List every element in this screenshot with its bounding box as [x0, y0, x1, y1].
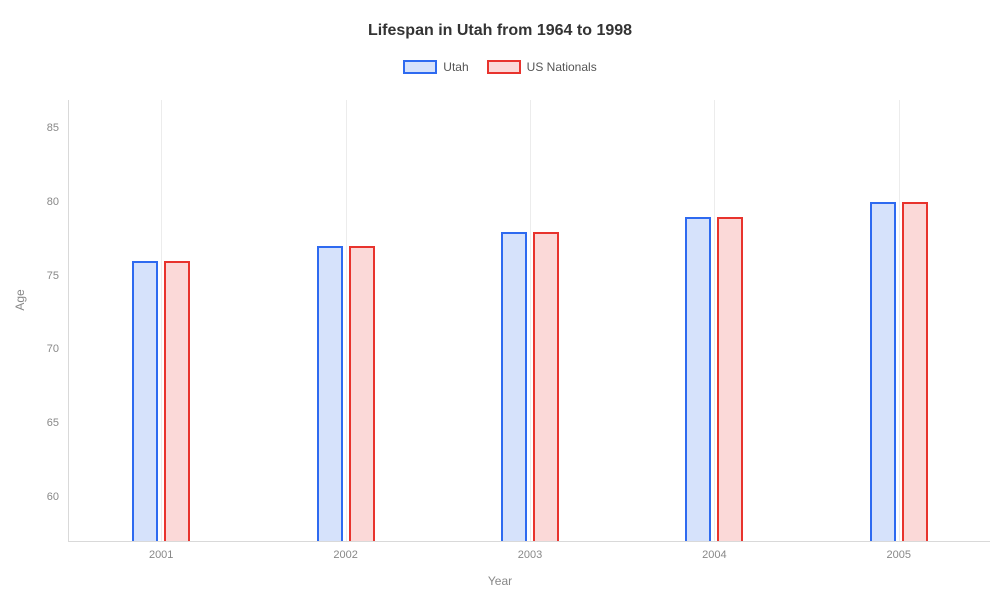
y-tick-label: 85	[47, 122, 69, 134]
bar	[685, 217, 711, 541]
bar	[717, 217, 743, 541]
legend: Utah US Nationals	[0, 40, 1000, 74]
plot-area: 60657075808520012002200320042005	[68, 100, 990, 542]
y-axis-label: Age	[13, 289, 27, 310]
legend-label-utah: Utah	[443, 60, 468, 74]
legend-label-us-nationals: US Nationals	[527, 60, 597, 74]
y-tick-label: 60	[47, 491, 69, 503]
x-axis-label: Year	[488, 574, 512, 588]
bar	[164, 261, 190, 541]
legend-swatch-us-nationals	[487, 60, 521, 74]
vertical-gridline	[161, 100, 162, 541]
bar	[902, 202, 928, 541]
vertical-gridline	[346, 100, 347, 541]
y-tick-label: 70	[47, 343, 69, 355]
vertical-gridline	[530, 100, 531, 541]
bar	[533, 232, 559, 541]
y-tick-label: 65	[47, 417, 69, 429]
x-tick-label: 2004	[702, 541, 726, 561]
vertical-gridline	[899, 100, 900, 541]
y-tick-label: 80	[47, 196, 69, 208]
bar	[870, 202, 896, 541]
chart-container: Lifespan in Utah from 1964 to 1998 Utah …	[0, 0, 1000, 600]
chart-title: Lifespan in Utah from 1964 to 1998	[0, 0, 1000, 40]
vertical-gridline	[714, 100, 715, 541]
bar	[132, 261, 158, 541]
legend-swatch-utah	[403, 60, 437, 74]
x-tick-label: 2002	[333, 541, 357, 561]
legend-item-us-nationals: US Nationals	[487, 60, 597, 74]
x-tick-label: 2001	[149, 541, 173, 561]
bar	[317, 246, 343, 541]
bar	[349, 246, 375, 541]
x-tick-label: 2003	[518, 541, 542, 561]
bar	[501, 232, 527, 541]
x-tick-label: 2005	[887, 541, 911, 561]
y-tick-label: 75	[47, 270, 69, 282]
legend-item-utah: Utah	[403, 60, 468, 74]
